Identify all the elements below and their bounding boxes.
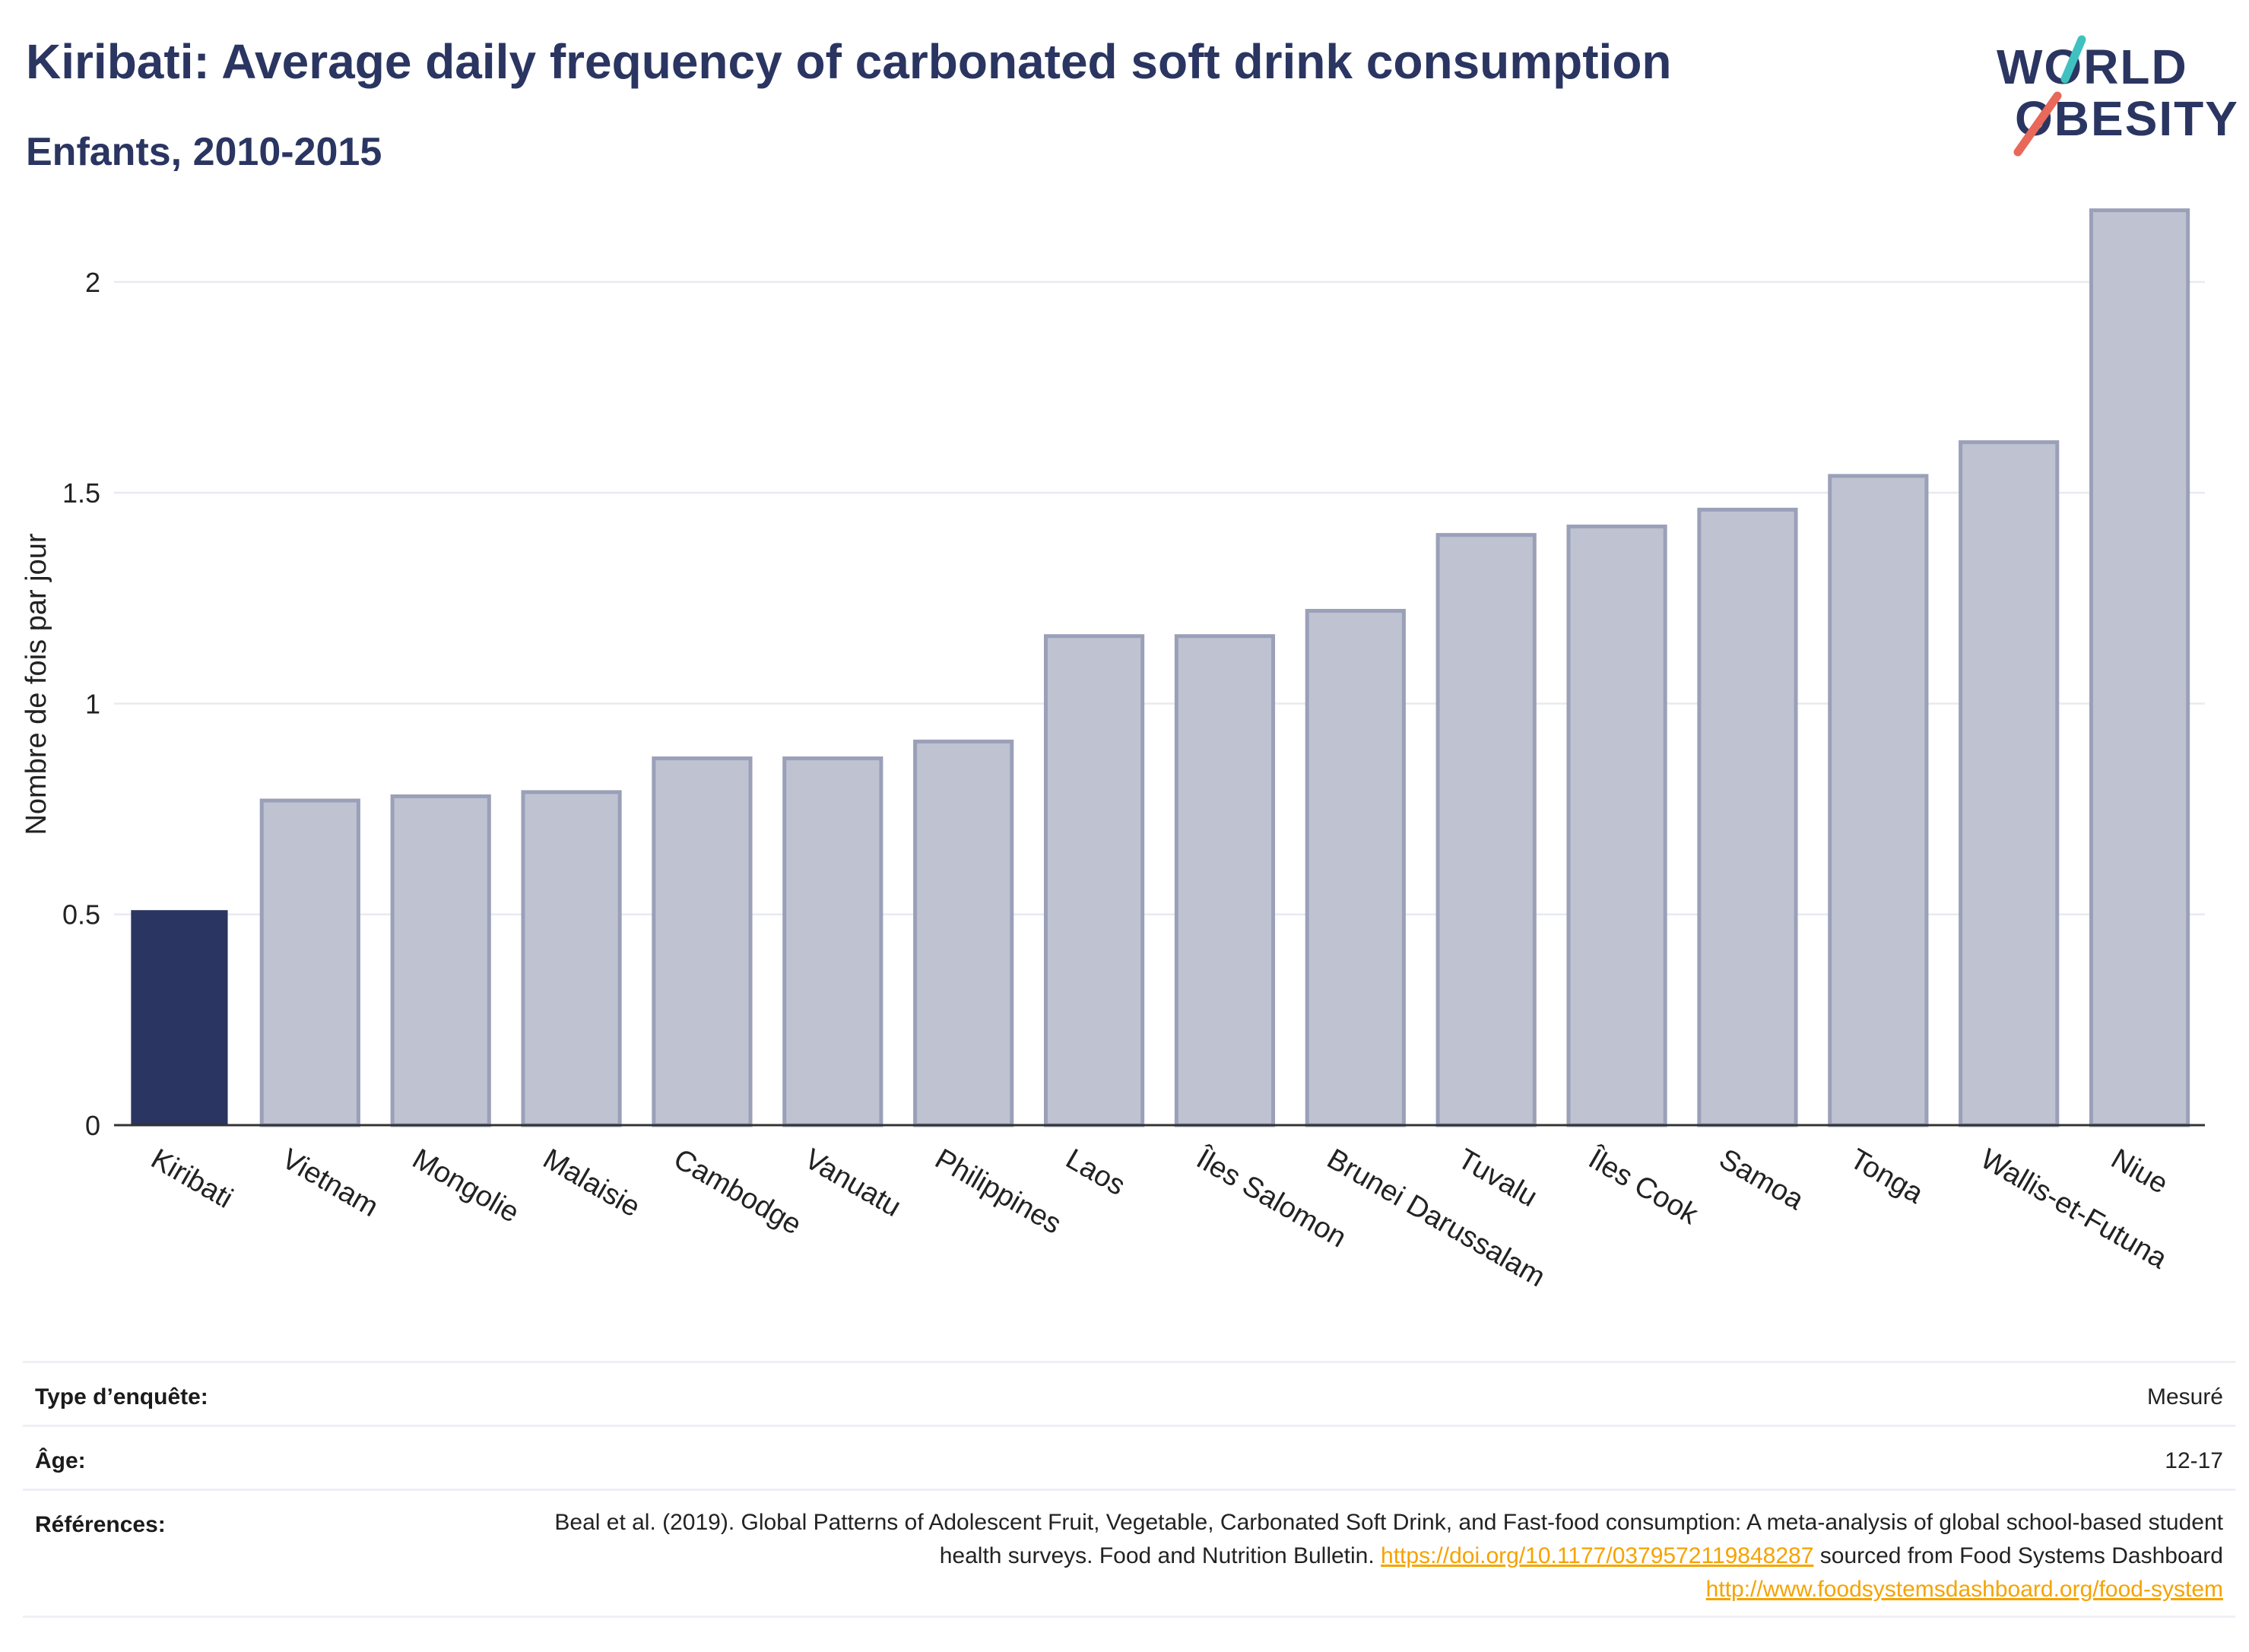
x-tick-label: Laos (1061, 1143, 1131, 1202)
age-value: 12-17 (2165, 1448, 2223, 1473)
y-axis-label: Nombre de fois par jour (21, 533, 52, 835)
x-tick-label: Cambodge (668, 1143, 807, 1241)
bar-mongolie[interactable] (390, 794, 491, 1127)
bar-kiribati[interactable] (131, 910, 228, 1125)
x-tick-label: Vietnam (276, 1143, 383, 1223)
y-tick-label: 2 (85, 267, 100, 298)
logo-slash-coral (2013, 91, 2062, 157)
y-tick-label: 1.5 (62, 477, 100, 509)
survey-type-value: Mesuré (2146, 1384, 2223, 1409)
survey-type-label: Type d’enquête: (35, 1384, 208, 1409)
bar-îles-salomon[interactable] (1174, 634, 1276, 1127)
bars (131, 208, 2190, 1127)
bar-cambodge[interactable] (652, 756, 753, 1127)
bar-tuvalu[interactable] (1435, 533, 1537, 1127)
meta-row-survey-type: Type d’enquête: Mesuré (23, 1361, 2235, 1425)
x-tick-label: Tuvalu (1452, 1143, 1543, 1213)
bar-laos[interactable] (1043, 634, 1145, 1127)
bar-samoa[interactable] (1697, 507, 1798, 1127)
reference-citation: Beal et al. (2019). Global Patterns of A… (554, 1510, 2223, 1568)
y-tick-label: 0.5 (62, 899, 100, 931)
chart-subtitle: Enfants, 2010-2015 (26, 130, 382, 174)
chart-title: Kiribati: Average daily frequency of car… (26, 34, 1672, 89)
y-tick-label: 1 (85, 688, 100, 719)
bar-wallis-et-futuna[interactable] (1959, 440, 2060, 1127)
x-tick-label: Kiribati (145, 1143, 238, 1214)
doi-link[interactable]: https://doi.org/10.1177/0379572119848287 (1381, 1543, 1814, 1568)
age-label: Âge: (35, 1448, 86, 1473)
x-tick-label: Vanuatu (799, 1143, 906, 1223)
bar-vietnam[interactable] (259, 798, 360, 1127)
food-systems-dashboard-link[interactable]: http://www.foodsystemsdashboard.org/food… (1705, 1577, 2223, 1602)
references-label: Références: (35, 1512, 166, 1537)
y-tick-label: 0 (85, 1110, 100, 1141)
bar-niue[interactable] (2089, 208, 2190, 1127)
logo-slash-teal (2060, 35, 2086, 84)
meta-row-age: Âge: 12-17 (23, 1425, 2235, 1489)
x-tick-label: Tonga (1845, 1143, 1929, 1210)
x-tick-labels: Kiribati Vietnam Mongolie Malaisie CambodgeV… (145, 1142, 2173, 1293)
bar-chart: 0 0.5 1 1.5 2 Kiribati Vietnam Mongolie Malaisi… (21, 208, 2205, 1293)
meta-bottom-divider (23, 1616, 2235, 1618)
x-tick-label: Brunei Darussalam (1321, 1143, 1550, 1293)
x-tick-label: Mongolie (407, 1143, 525, 1229)
x-tick-label: Malaisie (538, 1143, 646, 1223)
bar-malaisie[interactable] (521, 790, 622, 1127)
x-tick-label: Philippines (930, 1143, 1067, 1240)
x-tick-label: Niue (2106, 1143, 2174, 1200)
bar-îles-cook[interactable] (1566, 525, 1667, 1127)
bar-philippines[interactable] (913, 739, 1014, 1127)
world-obesity-logo: WORLD OBESITY (1997, 35, 2238, 157)
references-text: Beal et al. (2019). Global Patterns of A… (550, 1506, 2223, 1606)
y-tick-labels: 0 0.5 1 1.5 2 (62, 267, 100, 1141)
logo-line-world: WORLD (1997, 40, 2188, 94)
reference-source-text: sourced from Food Systems Dashboard (1813, 1543, 2223, 1568)
x-tick-label: Samoa (1714, 1143, 1810, 1216)
bar-brunei-darussalam[interactable] (1305, 608, 1406, 1127)
bar-vanuatu[interactable] (782, 756, 883, 1127)
meta-row-references: Références: Beal et al. (2019). Global P… (23, 1489, 2235, 1616)
x-tick-label: Îles Cook (1582, 1142, 1704, 1231)
bar-tonga[interactable] (1828, 474, 1929, 1127)
